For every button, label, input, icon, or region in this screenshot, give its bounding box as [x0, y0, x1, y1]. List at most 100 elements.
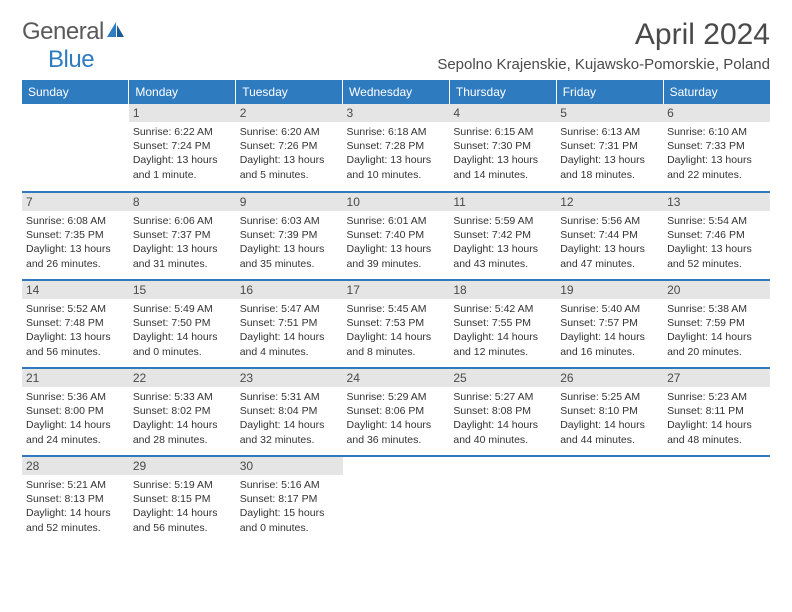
calendar-day-cell: 12 Sunrise: 5:56 AMSunset: 7:44 PMDayligh… [556, 192, 663, 280]
day-info-line: Sunrise: 5:27 AM [453, 390, 552, 404]
calendar-day-cell: 9Sunrise: 6:03 AMSunset: 7:39 PMDaylight… [236, 192, 343, 280]
day-info-line: Sunset: 8:02 PM [133, 404, 232, 418]
weekday-header: Tuesday [236, 80, 343, 104]
weekday-header: Sunday [22, 80, 129, 104]
day-info-line: Sunrise: 5:59 AM [453, 214, 552, 228]
calendar-day-cell: 20Sunrise: 5:38 AMSunset: 7:59 PMDayligh… [663, 280, 770, 368]
day-info-line: Sunrise: 5:21 AM [26, 478, 125, 492]
day-info-line: Daylight: 13 hours [133, 153, 232, 167]
day-info: Sunrise: 5:47 AMSunset: 7:51 PMDaylight:… [240, 302, 339, 359]
day-info-line: Sunset: 8:00 PM [26, 404, 125, 418]
day-info-line: Sunset: 7:39 PM [240, 228, 339, 242]
day-info-line: Sunrise: 6:22 AM [133, 125, 232, 139]
day-info-line: Sunrise: 5:49 AM [133, 302, 232, 316]
calendar-day-cell: 4Sunrise: 6:15 AMSunset: 7:30 PMDaylight… [449, 104, 556, 192]
day-number: 22 [129, 369, 236, 387]
day-number: 24 [343, 369, 450, 387]
day-info: Sunrise: 5:31 AMSunset: 8:04 PMDaylight:… [240, 390, 339, 447]
day-info-line: Daylight: 14 hours [560, 330, 659, 344]
day-info-line: Sunset: 8:06 PM [347, 404, 446, 418]
day-info-line: Sunrise: 6:20 AM [240, 125, 339, 139]
day-info-line: and 52 minutes. [26, 521, 125, 535]
day-info-line: Daylight: 14 hours [26, 418, 125, 432]
calendar-empty-cell [22, 104, 129, 192]
day-info-line: Sunset: 7:35 PM [26, 228, 125, 242]
day-info-line: Sunset: 8:17 PM [240, 492, 339, 506]
day-info-line: Sunset: 7:57 PM [560, 316, 659, 330]
calendar-day-cell: 24Sunrise: 5:29 AMSunset: 8:06 PMDayligh… [343, 368, 450, 456]
day-info-line: and 22 minutes. [667, 168, 766, 182]
day-info-line: Daylight: 13 hours [453, 242, 552, 256]
day-info-line: Sunset: 7:46 PM [667, 228, 766, 242]
day-info-line: Sunrise: 6:15 AM [453, 125, 552, 139]
day-info-line: Daylight: 14 hours [26, 506, 125, 520]
day-info: Sunrise: 6:13 AMSunset: 7:31 PMDaylight:… [560, 125, 659, 182]
day-info-line: Daylight: 13 hours [240, 242, 339, 256]
day-info-line: Daylight: 13 hours [560, 153, 659, 167]
day-info-line: and 36 minutes. [347, 433, 446, 447]
day-number: 11 [449, 193, 556, 211]
day-info: Sunrise: 5:42 AMSunset: 7:55 PMDaylight:… [453, 302, 552, 359]
month-title: April 2024 [437, 18, 770, 52]
day-info: Sunrise: 5:19 AMSunset: 8:15 PMDaylight:… [133, 478, 232, 535]
day-number: 29 [129, 457, 236, 475]
day-info-line: Daylight: 14 hours [240, 330, 339, 344]
logo-text: GeneralBlue [22, 18, 128, 74]
calendar-day-cell: 15Sunrise: 5:49 AMSunset: 7:50 PMDayligh… [129, 280, 236, 368]
day-number: 13 [663, 193, 770, 211]
day-info-line: Sunset: 8:11 PM [667, 404, 766, 418]
day-info-line: Daylight: 13 hours [560, 242, 659, 256]
day-number: 26 [556, 369, 663, 387]
calendar-day-cell: 25Sunrise: 5:27 AMSunset: 8:08 PMDayligh… [449, 368, 556, 456]
day-number: 16 [236, 281, 343, 299]
day-info-line: Daylight: 14 hours [347, 418, 446, 432]
day-info-line: and 39 minutes. [347, 257, 446, 271]
calendar-day-cell: 8Sunrise: 6:06 AMSunset: 7:37 PMDaylight… [129, 192, 236, 280]
weekday-header: Saturday [663, 80, 770, 104]
day-info: Sunrise: 5:56 AMSunset: 7:44 PMDaylight:… [560, 214, 659, 271]
calendar-week-row: 7 Sunrise: 6:08 AMSunset: 7:35 PMDaylight… [22, 192, 770, 280]
calendar-day-cell: 3Sunrise: 6:18 AMSunset: 7:28 PMDaylight… [343, 104, 450, 192]
day-number: 18 [449, 281, 556, 299]
weekday-header: Thursday [449, 80, 556, 104]
day-info: Sunrise: 6:10 AMSunset: 7:33 PMDaylight:… [667, 125, 766, 182]
day-info-line: Sunrise: 6:13 AM [560, 125, 659, 139]
day-info-line: Sunset: 7:30 PM [453, 139, 552, 153]
day-info-line: Daylight: 14 hours [240, 418, 339, 432]
day-info-line: Sunrise: 5:23 AM [667, 390, 766, 404]
calendar-week-row: 1Sunrise: 6:22 AMSunset: 7:24 PMDaylight… [22, 104, 770, 192]
calendar-week-row: 14Sunrise: 5:52 AMSunset: 7:48 PMDayligh… [22, 280, 770, 368]
calendar-empty-cell [343, 456, 450, 544]
day-info-line: Daylight: 14 hours [133, 330, 232, 344]
calendar-day-cell: 21Sunrise: 5:36 AMSunset: 8:00 PMDayligh… [22, 368, 129, 456]
day-info: Sunrise: 6:15 AMSunset: 7:30 PMDaylight:… [453, 125, 552, 182]
day-info-line: and 14 minutes. [453, 168, 552, 182]
day-number: 5 [556, 104, 663, 122]
day-number: 21 [22, 369, 129, 387]
day-info-line: and 31 minutes. [133, 257, 232, 271]
day-info-line: and 52 minutes. [667, 257, 766, 271]
day-info: Sunrise: 6:08 AMSunset: 7:35 PMDaylight:… [26, 214, 125, 271]
day-info-line: Sunrise: 6:03 AM [240, 214, 339, 228]
day-info-line: Daylight: 14 hours [667, 330, 766, 344]
day-info-line: Daylight: 15 hours [240, 506, 339, 520]
day-info-line: Sunset: 8:04 PM [240, 404, 339, 418]
day-number: 7 [22, 193, 129, 211]
day-info: Sunrise: 5:16 AMSunset: 8:17 PMDaylight:… [240, 478, 339, 535]
day-info-line: Daylight: 14 hours [133, 418, 232, 432]
day-info: Sunrise: 6:18 AMSunset: 7:28 PMDaylight:… [347, 125, 446, 182]
day-info-line: and 20 minutes. [667, 345, 766, 359]
day-info-line: Sunrise: 5:42 AM [453, 302, 552, 316]
day-info: Sunrise: 6:06 AMSunset: 7:37 PMDaylight:… [133, 214, 232, 271]
day-info-line: and 32 minutes. [240, 433, 339, 447]
day-number: 12 [556, 193, 663, 211]
day-info-line: Sunrise: 5:25 AM [560, 390, 659, 404]
calendar-day-cell: 7 Sunrise: 6:08 AMSunset: 7:35 PMDaylight… [22, 192, 129, 280]
day-info-line: and 8 minutes. [347, 345, 446, 359]
day-info-line: Sunset: 7:24 PM [133, 139, 232, 153]
calendar-day-cell: 22Sunrise: 5:33 AMSunset: 8:02 PMDayligh… [129, 368, 236, 456]
day-info: Sunrise: 5:45 AMSunset: 7:53 PMDaylight:… [347, 302, 446, 359]
calendar-day-cell: 29 Sunrise: 5:19 AMSunset: 8:15 PMDayligh… [129, 456, 236, 544]
title-block: April 2024 Sepolno Krajenskie, Kujawsko-… [437, 18, 770, 73]
calendar-day-cell: 10Sunrise: 6:01 AMSunset: 7:40 PMDayligh… [343, 192, 450, 280]
